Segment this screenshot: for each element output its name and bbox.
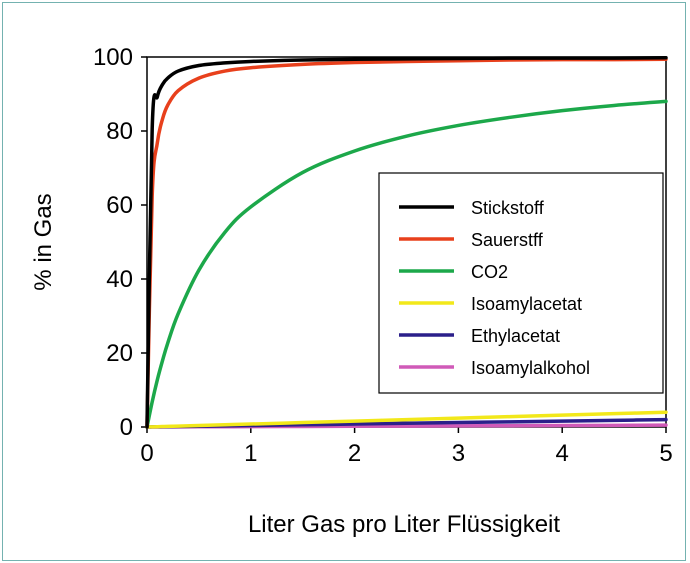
legend: Stickstoff Sauerstff CO2 Isoamylacetat Ethyl… bbox=[378, 172, 664, 394]
x-tick-label: 1 bbox=[244, 440, 257, 467]
y-axis-title: % in Gas bbox=[30, 193, 57, 290]
x-tick-label: 2 bbox=[348, 440, 361, 467]
x-tick-label: 0 bbox=[140, 440, 153, 467]
legend-label: Stickstoff bbox=[471, 198, 545, 218]
series-line-co2 bbox=[145, 99, 668, 429]
series-line-sauerstff bbox=[145, 57, 668, 429]
y-tick-label: 40 bbox=[106, 266, 133, 293]
x-tick-label: 3 bbox=[452, 440, 465, 467]
y-axis: 0 20 40 60 80 100 bbox=[93, 44, 147, 441]
legend-label: Ethylacetat bbox=[471, 326, 560, 346]
series-line-stickstoff bbox=[145, 55, 668, 429]
series-line-isoamylacetat bbox=[145, 410, 668, 429]
y-tick-label: 80 bbox=[106, 118, 133, 145]
y-tick-label: 100 bbox=[93, 44, 133, 71]
y-tick-label: 60 bbox=[106, 192, 133, 219]
x-tick-label: 5 bbox=[659, 440, 672, 467]
legend-label: Isoamylalkohol bbox=[471, 358, 590, 378]
y-tick-label: 20 bbox=[106, 340, 133, 367]
legend-label: Isoamylacetat bbox=[471, 294, 582, 314]
legend-label: CO2 bbox=[471, 262, 508, 282]
x-tick-label: 4 bbox=[556, 440, 569, 467]
x-axis-title: Liter Gas pro Liter Flüssigkeit bbox=[248, 511, 560, 538]
y-tick-label: 0 bbox=[120, 414, 133, 441]
legend-box bbox=[378, 172, 664, 394]
x-axis: 0 1 2 3 4 5 bbox=[140, 427, 673, 467]
series-layer bbox=[145, 55, 668, 429]
legend-label: Sauerstff bbox=[471, 230, 544, 250]
